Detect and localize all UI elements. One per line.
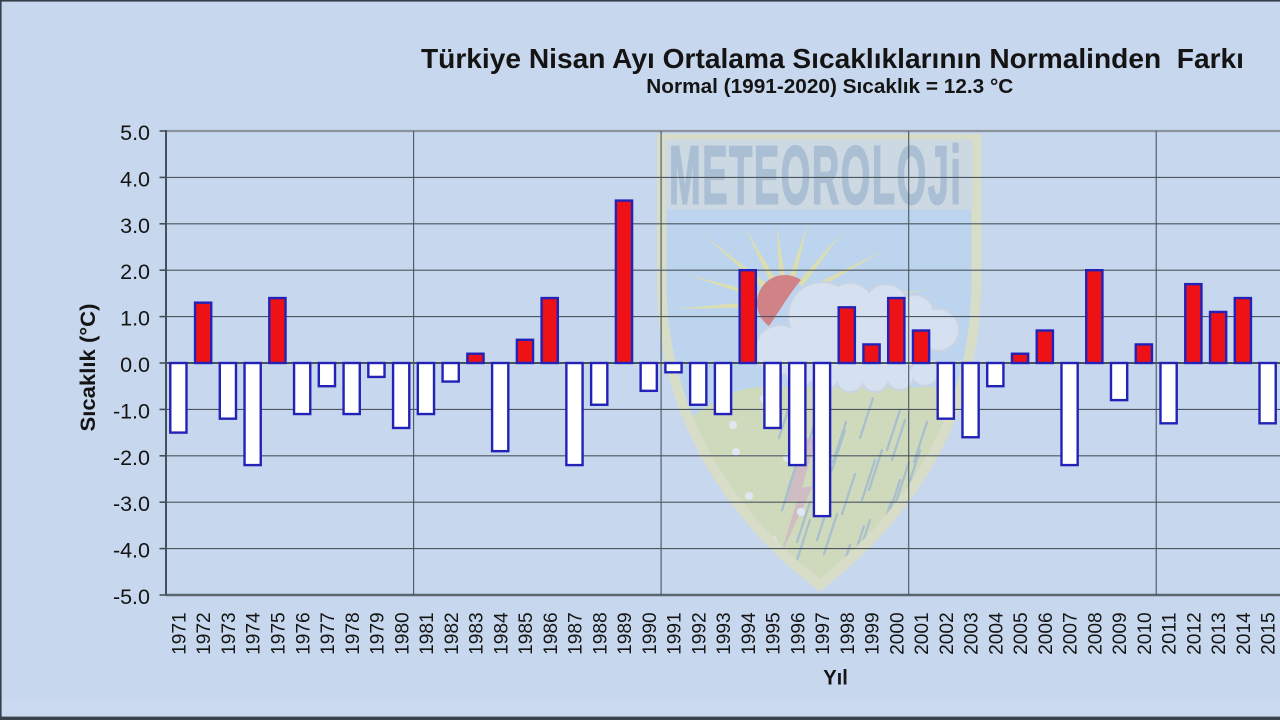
svg-text:1982: 1982 — [441, 612, 463, 655]
svg-text:1993: 1993 — [713, 612, 735, 655]
svg-text:1987: 1987 — [565, 612, 587, 655]
svg-text:Türkiye Nisan Ayı Ortalama Sıc: Türkiye Nisan Ayı Ortalama Sıcaklıkların… — [421, 43, 1244, 74]
svg-text:2002: 2002 — [936, 612, 958, 655]
svg-text:1983: 1983 — [466, 612, 488, 655]
svg-text:1974: 1974 — [243, 612, 265, 655]
svg-text:2.0: 2.0 — [120, 260, 150, 284]
svg-text:2012: 2012 — [1183, 612, 1205, 655]
svg-text:1997: 1997 — [812, 612, 834, 655]
svg-text:Normal (1991-2020) Sıcaklık =: Normal (1991-2020) Sıcaklık = 12.3 °C — [646, 76, 1013, 98]
svg-text:1986: 1986 — [540, 612, 562, 655]
svg-text:1991: 1991 — [664, 612, 686, 655]
svg-text:2006: 2006 — [1035, 612, 1057, 655]
svg-text:Yıl: Yıl — [823, 664, 848, 689]
svg-text:2004: 2004 — [985, 612, 1007, 655]
svg-text:METEOROLOJi: METEOROLOJi — [669, 129, 961, 222]
svg-text:1995: 1995 — [763, 612, 785, 655]
svg-text:1976: 1976 — [292, 612, 314, 655]
svg-text:3.0: 3.0 — [120, 214, 150, 238]
svg-text:2009: 2009 — [1109, 612, 1131, 655]
svg-text:1975: 1975 — [268, 612, 290, 655]
svg-text:1988: 1988 — [589, 612, 611, 655]
svg-text:4.0: 4.0 — [120, 167, 150, 191]
svg-text:Sıcaklık (°C): Sıcaklık (°C) — [76, 304, 100, 432]
svg-text:1973: 1973 — [218, 612, 240, 655]
svg-text:-2.0: -2.0 — [113, 446, 150, 470]
svg-text:1971: 1971 — [168, 612, 190, 655]
svg-text:2008: 2008 — [1084, 612, 1106, 655]
svg-text:1985: 1985 — [515, 612, 537, 655]
svg-text:1984: 1984 — [490, 612, 512, 655]
svg-text:2013: 2013 — [1208, 612, 1230, 655]
svg-text:-5.0: -5.0 — [113, 585, 150, 609]
svg-text:1.0: 1.0 — [120, 307, 150, 331]
svg-text:2001: 2001 — [911, 612, 933, 655]
svg-text:2000: 2000 — [886, 612, 908, 655]
svg-text:-4.0: -4.0 — [113, 539, 150, 563]
svg-text:5.0: 5.0 — [120, 121, 150, 145]
svg-text:2007: 2007 — [1060, 612, 1082, 655]
svg-text:2011: 2011 — [1159, 612, 1181, 655]
svg-text:2014: 2014 — [1233, 612, 1255, 655]
svg-text:1996: 1996 — [787, 612, 809, 655]
svg-text:1979: 1979 — [367, 612, 389, 655]
svg-text:1977: 1977 — [317, 612, 339, 655]
svg-text:1980: 1980 — [391, 612, 413, 655]
svg-text:-1.0: -1.0 — [113, 399, 150, 423]
svg-text:2005: 2005 — [1010, 612, 1032, 655]
svg-text:1981: 1981 — [416, 612, 438, 655]
svg-text:0.0: 0.0 — [120, 353, 150, 377]
svg-text:1978: 1978 — [342, 612, 364, 655]
svg-text:1998: 1998 — [837, 612, 859, 655]
svg-text:-3.0: -3.0 — [113, 492, 150, 516]
svg-text:2010: 2010 — [1134, 612, 1156, 655]
svg-text:1972: 1972 — [193, 612, 215, 655]
svg-text:1992: 1992 — [688, 612, 710, 655]
svg-text:1989: 1989 — [614, 612, 636, 655]
svg-text:1994: 1994 — [738, 612, 760, 655]
svg-text:1990: 1990 — [639, 612, 661, 655]
svg-text:2015: 2015 — [1258, 612, 1280, 655]
svg-text:2003: 2003 — [961, 612, 983, 655]
svg-text:1999: 1999 — [862, 612, 884, 655]
